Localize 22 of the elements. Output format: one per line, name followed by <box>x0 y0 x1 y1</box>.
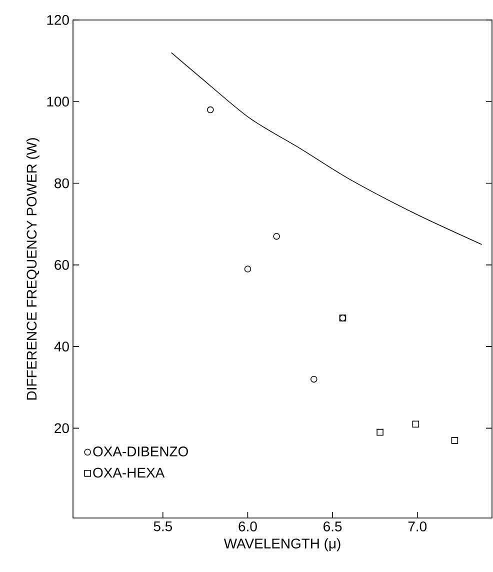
y-tick-label: 20 <box>54 423 69 434</box>
x-tick-label: 6.0 <box>238 522 257 532</box>
x-axis-title: WAVELENGTH (μ) <box>224 538 340 552</box>
legend-label: OXA-DIBENZO <box>93 446 188 456</box>
y-axis-title: DIFFERENCE FREQUENCY POWER (W) <box>26 138 40 400</box>
point <box>207 106 214 114</box>
y-tick-label: 60 <box>54 260 69 270</box>
y-tick-label: 40 <box>54 342 69 352</box>
point <box>244 266 252 272</box>
x-tick-label: 6.5 <box>324 522 342 532</box>
point <box>310 376 318 383</box>
point <box>273 232 280 240</box>
x-tick-label: 5.5 <box>154 522 172 532</box>
y-tick-label: 100 <box>47 96 69 107</box>
y-tick-label: 80 <box>54 178 69 188</box>
point <box>376 428 384 436</box>
point <box>412 420 420 428</box>
y-tick-label: 120 <box>47 15 69 25</box>
line-series <box>170 52 482 245</box>
legend-label: OXA-HEXA <box>93 468 165 478</box>
x-tick-label: 7.0 <box>408 522 427 532</box>
point <box>451 437 458 444</box>
